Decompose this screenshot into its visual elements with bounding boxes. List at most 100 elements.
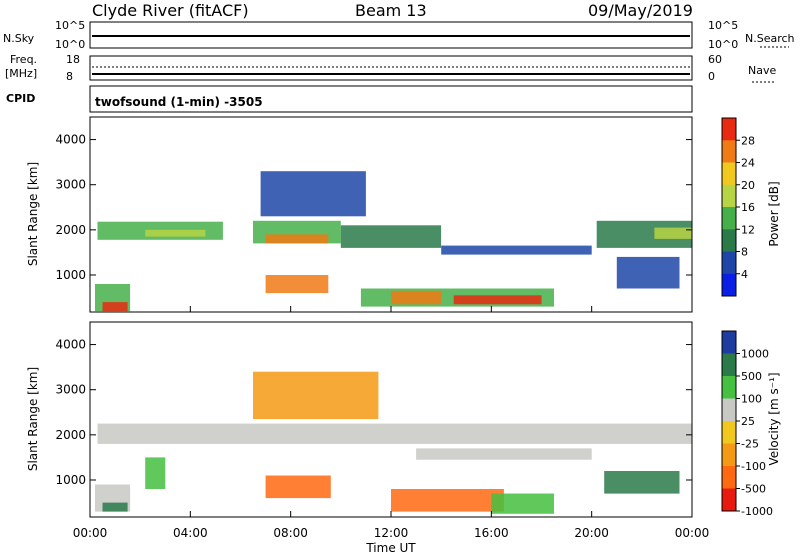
power-ylabel: Slant Range [km] xyxy=(26,162,40,266)
freq-label: Freq. xyxy=(10,53,37,66)
power-echo-region xyxy=(260,171,366,217)
nave-tick-bottom: 0 xyxy=(708,70,715,83)
velocity-y-axis: 1000 2000 3000 4000 xyxy=(55,338,692,487)
power-colorbar-tick-label: 20 xyxy=(741,179,755,192)
velocity-colorbar-tick-label: 100 xyxy=(741,393,762,406)
velocity-colorbar-cell xyxy=(722,421,736,444)
power-colorbar-cell xyxy=(722,273,736,297)
power-colorbar-cell xyxy=(722,251,736,275)
power-echo-region xyxy=(453,295,542,305)
nave-tick-top: 60 xyxy=(708,53,722,66)
power-echo-region xyxy=(265,234,329,244)
freq-frame xyxy=(89,55,693,81)
power-echo-region xyxy=(145,229,206,237)
velocity-colorbar-cell xyxy=(722,376,736,399)
velocity-echo-region xyxy=(265,475,331,499)
velocity-xtick-label: 16:00 xyxy=(474,526,509,540)
velocity-heatmap xyxy=(95,371,692,514)
velocity-colorbar-cell xyxy=(722,398,736,422)
power-colorbar-cell xyxy=(722,229,736,252)
velocity-ytick-label: 4000 xyxy=(55,338,86,352)
power-y-axis: 1000 2000 3000 4000 xyxy=(55,133,693,312)
velocity-xtick-label: 00:00 xyxy=(675,526,710,540)
power-colorbar-tick-label: 28 xyxy=(741,134,755,147)
power-colorbar-cell xyxy=(722,162,736,186)
power-colorbar-tick-label: 16 xyxy=(741,201,755,214)
power-colorbar-tick-label: 24 xyxy=(741,157,755,170)
velocity-xlabel: Time UT xyxy=(365,541,416,554)
nsky-label: N.Sky xyxy=(3,32,35,45)
beam-label: Beam 13 xyxy=(355,1,427,20)
nsky-tick-bottom: 10^0 xyxy=(55,38,85,51)
freq-panel: Freq. [MHz] 18 8 60 0 Nave xyxy=(5,53,776,83)
power-echo-region xyxy=(616,256,680,289)
velocity-echo-region xyxy=(253,371,379,420)
velocity-colorbar-cell xyxy=(722,331,736,354)
power-heatmap xyxy=(95,171,692,312)
nsearch-tick-bottom: 10^0 xyxy=(708,38,738,51)
velocity-colorbar-cell xyxy=(722,353,736,377)
velocity-echo-region xyxy=(97,423,692,444)
velocity-echo-region xyxy=(102,502,128,512)
velocity-colorbar-tick-label: -500 xyxy=(741,483,766,496)
power-colorbar-cell xyxy=(722,184,736,208)
freq-tick-bottom: 8 xyxy=(66,70,73,83)
velocity-colorbar-cell xyxy=(722,488,736,512)
velocity-echo-region xyxy=(604,471,680,494)
velocity-xtick-label: 12:00 xyxy=(374,526,409,540)
nsky-tick-top: 10^5 xyxy=(55,19,85,32)
velocity-plot-bg xyxy=(90,322,692,517)
velocity-echo-region xyxy=(145,457,166,489)
velocity-xtick-label: 00:00 xyxy=(73,526,108,540)
velocity-ytick-label: 2000 xyxy=(55,428,86,442)
velocity-ytick-label: 3000 xyxy=(55,383,86,397)
power-colorbar-cell xyxy=(722,118,736,141)
power-colorbar-tick-label: 8 xyxy=(741,246,748,259)
power-plot-bg xyxy=(90,117,692,312)
nave-label: Nave xyxy=(748,64,776,77)
cpid-frame xyxy=(89,85,693,113)
power-echo-region xyxy=(441,245,592,255)
power-ytick-label: 3000 xyxy=(55,178,86,192)
power-colorbar-cell xyxy=(722,207,736,230)
cpid-label: CPID xyxy=(6,92,35,105)
power-panel: 1000 2000 3000 4000 Slant Range [km] 28 24 20… xyxy=(26,116,781,313)
velocity-colorbar-tick-label: 500 xyxy=(741,370,762,383)
power-ytick-label: 1000 xyxy=(55,268,86,282)
velocity-colorbar-tick-label: -100 xyxy=(741,460,766,473)
power-ytick-label: 4000 xyxy=(55,133,86,147)
velocity-ytick-label: 1000 xyxy=(55,473,86,487)
power-echo-region xyxy=(391,290,442,305)
velocity-echo-region xyxy=(391,489,504,512)
velocity-echo-region xyxy=(491,493,554,514)
power-echo-region xyxy=(340,225,442,248)
nsky-panel: N.Sky 10^5 10^0 10^5 10^0 N.Search xyxy=(3,19,795,51)
cpid-text: twofsound (1-min) -3505 xyxy=(95,95,263,109)
power-echo-region xyxy=(265,275,329,294)
date-label: 09/May/2019 xyxy=(588,1,693,20)
power-echo-region xyxy=(102,302,128,312)
nsky-frame xyxy=(89,21,693,49)
velocity-colorbar-cell xyxy=(722,443,736,467)
velocity-panel: 1000 2000 3000 4000 00:00 04:00 08:00 12:00 16:… xyxy=(26,321,781,554)
velocity-colorbar-label: Velocity [m s⁻¹] xyxy=(767,372,781,465)
velocity-colorbar-tick-label: -25 xyxy=(741,438,759,451)
power-echo-region xyxy=(654,227,692,239)
velocity-colorbar-tick-label: 25 xyxy=(741,415,755,428)
freq-unit: [MHz] xyxy=(5,67,37,80)
velocity-colorbar: 1000 500 100 25 -25 -100 -500 -1000 xyxy=(721,330,773,518)
freq-tick-top: 18 xyxy=(66,53,80,66)
velocity-x-axis: 00:00 04:00 08:00 12:00 16:00 20:00 00:00 xyxy=(73,511,710,540)
velocity-colorbar-tick-label: 1000 xyxy=(741,348,769,361)
nsearch-label: N.Search xyxy=(745,32,795,45)
station-title: Clyde River (fitACF) xyxy=(92,1,249,20)
nsearch-tick-top: 10^5 xyxy=(708,19,738,32)
velocity-ylabel: Slant Range [km] xyxy=(26,367,40,471)
velocity-xtick-label: 04:00 xyxy=(173,526,208,540)
power-colorbar: 28 24 20 16 12 8 4 xyxy=(721,117,755,297)
velocity-echo-region xyxy=(416,448,592,460)
power-colorbar-label: Power [dB] xyxy=(767,181,781,246)
cpid-row: CPID twofsound (1-min) -3505 xyxy=(6,85,693,113)
velocity-colorbar-cell xyxy=(722,466,736,489)
